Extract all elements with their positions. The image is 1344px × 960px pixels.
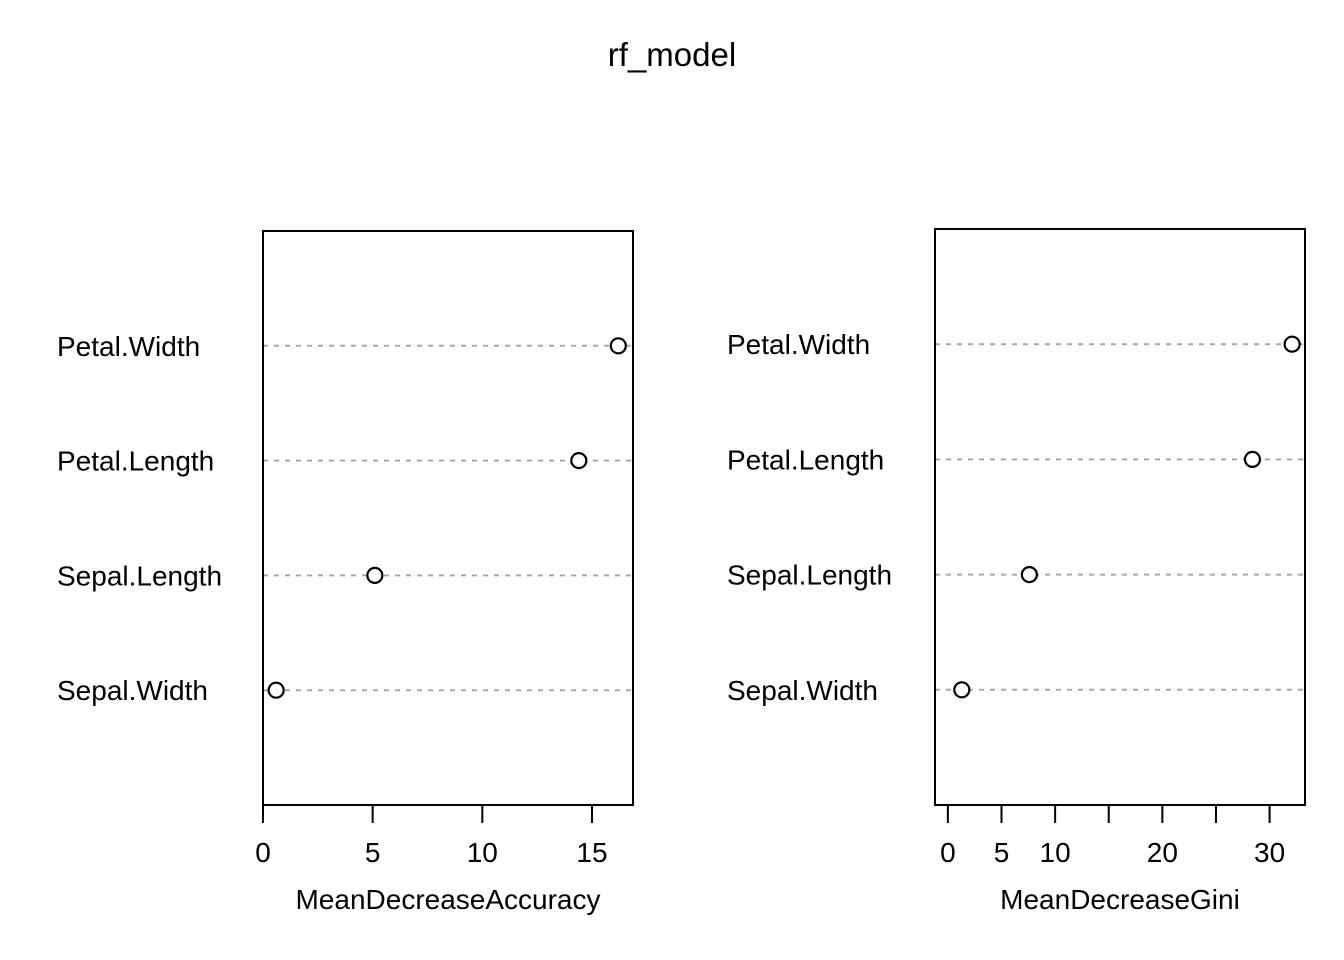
x-tick-label: 10	[1040, 837, 1071, 868]
main-title: rf_model	[607, 36, 737, 73]
category-label: Petal.Width	[57, 331, 200, 362]
x-tick-label: 5	[994, 837, 1010, 868]
category-label: Petal.Length	[727, 444, 884, 475]
category-label: Sepal.Length	[727, 560, 892, 591]
x-tick-label: 30	[1254, 837, 1285, 868]
data-point	[609, 337, 627, 355]
category-label: Sepal.Length	[57, 560, 222, 591]
category-label: Petal.Length	[57, 446, 214, 477]
data-point	[570, 452, 588, 470]
x-axis-label-gini: MeanDecreaseGini	[1000, 884, 1240, 915]
category-label: Petal.Width	[727, 329, 870, 360]
category-label: Sepal.Width	[57, 675, 208, 706]
x-axis-label-accuracy: MeanDecreaseAccuracy	[295, 884, 601, 915]
x-tick-label: 10	[467, 837, 498, 868]
data-point	[366, 566, 384, 585]
x-tick-label: 20	[1147, 837, 1178, 868]
data-point	[1020, 565, 1038, 584]
data-point	[953, 681, 971, 699]
plot-border	[262, 230, 634, 806]
category-label: Sepal.Width	[727, 675, 878, 706]
x-tick-label: 0	[940, 837, 956, 868]
x-tick-label: 5	[365, 837, 381, 868]
plot-border	[934, 228, 1306, 806]
x-tick-label: 15	[576, 837, 607, 868]
data-point	[267, 681, 285, 699]
x-tick-label: 0	[255, 837, 271, 868]
data-point	[1243, 450, 1262, 468]
data-point	[1283, 335, 1301, 353]
